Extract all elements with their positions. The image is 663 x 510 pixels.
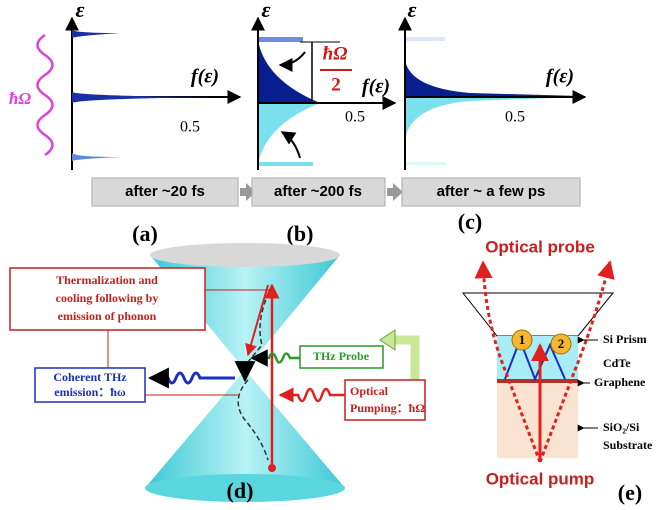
layer-label: CdTe: [603, 356, 631, 370]
step-label: after ~ a few ps: [437, 183, 546, 200]
photon-energy: ħΩ: [9, 89, 31, 108]
panel-c: ε f(ε) 0.5 after ~ a few ps (c): [402, 0, 585, 234]
tick-label: 0.5: [505, 109, 525, 126]
arrow: [282, 132, 300, 158]
layer-label: Si Prism: [603, 332, 647, 346]
layer-label: Substrate: [603, 438, 653, 452]
axis-label: f(ε): [191, 66, 219, 88]
layer-label: SiO₂/Si: [603, 420, 640, 434]
state-band: [258, 37, 303, 42]
probe-wave: [252, 354, 300, 363]
note-line: Pumping：ħΩ: [350, 401, 425, 415]
note-line: Coherent THz: [53, 370, 127, 384]
arrow: [387, 183, 403, 201]
cone-lower: [145, 370, 345, 488]
note-line: cooling following by: [56, 291, 159, 305]
electron: [268, 464, 276, 472]
step-label: after ~20 fs: [125, 183, 205, 200]
reflection-label: 1: [519, 332, 526, 347]
tick-label: 0.5: [180, 119, 200, 136]
note-line: emission of phonon: [58, 309, 157, 323]
panel-label: (a): [132, 221, 158, 246]
tick-label: 0.5: [345, 109, 365, 126]
axis-label: f(ε): [546, 66, 574, 88]
gap-numerator: ħΩ: [323, 43, 348, 64]
thermalization-text: Thermalization and cooling following by …: [56, 273, 159, 323]
step-label: after ~200 fs: [274, 183, 362, 200]
state-band: [405, 37, 445, 41]
panel-d: Thermalization and cooling following by …: [10, 243, 425, 503]
state-band: [258, 162, 313, 166]
panel-e: 1 2 Optical probe Optical pump Si Prism …: [463, 237, 653, 505]
thz-wave: [150, 373, 235, 383]
figure: ħΩ ε f(ε) 0.5 after ~20 fs (a) ħΩ 2 ε f(…: [0, 0, 663, 510]
axis-label: f(ε): [362, 76, 390, 98]
distribution: [258, 40, 320, 103]
panel-label: (c): [458, 209, 482, 234]
note-line: THz Probe: [313, 349, 370, 363]
layer-label: Graphene: [594, 375, 646, 389]
probe-label: Optical probe: [485, 237, 595, 256]
axis-label: ε: [407, 0, 416, 22]
axis-label: ε: [75, 0, 84, 22]
peak: [72, 30, 120, 38]
distribution: [258, 103, 320, 165]
arrow: [280, 52, 305, 65]
note-line: Optical: [350, 384, 389, 398]
gap-denominator: 2: [331, 74, 341, 95]
panel-label: (e): [618, 480, 642, 505]
cone-top: [150, 243, 340, 267]
panel-label: (d): [227, 478, 254, 503]
panel-label: (b): [287, 221, 314, 246]
note-line: Thermalization and: [56, 273, 158, 287]
panel-b: ħΩ 2 ε f(ε) 0.5 after ~200 fs (b): [252, 0, 395, 246]
photon-wave: [38, 35, 53, 155]
panel-a: ħΩ ε f(ε) 0.5 after ~20 fs (a): [9, 0, 240, 246]
distribution: [405, 97, 580, 140]
peak: [72, 153, 122, 161]
axis-label: ε: [261, 0, 270, 22]
note-line: emission：ħω: [54, 385, 126, 399]
pump-wave: [280, 389, 345, 401]
reflection-label: 2: [558, 336, 565, 351]
layer-labels: Si Prism CdTe Graphene SiO₂/Si Substrate: [584, 332, 653, 452]
state-band: [405, 162, 445, 165]
pump-label: Optical pump: [486, 469, 595, 488]
